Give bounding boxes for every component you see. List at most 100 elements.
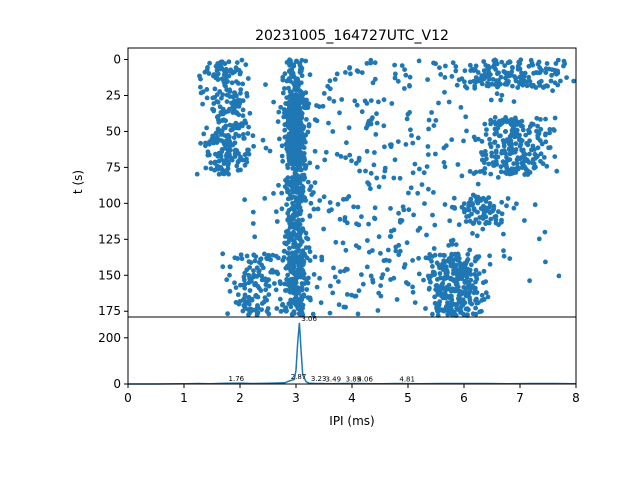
raster-point — [204, 95, 210, 101]
raster-point — [403, 72, 409, 78]
raster-point — [336, 279, 341, 284]
raster-point — [246, 280, 252, 286]
raster-point — [475, 209, 480, 215]
raster-point — [472, 258, 478, 264]
raster-point — [481, 59, 487, 64]
raster-point — [459, 173, 465, 179]
raster-point — [284, 241, 289, 247]
raster-point — [198, 84, 203, 90]
raster-point — [310, 311, 316, 317]
raster-point — [400, 204, 406, 210]
raster-point — [498, 169, 504, 175]
raster-point — [463, 207, 469, 213]
raster-point — [378, 293, 384, 299]
raster-point — [410, 284, 415, 290]
raster-point — [450, 60, 456, 66]
raster-point — [397, 219, 403, 225]
raster-point — [246, 272, 252, 278]
raster-point — [229, 157, 235, 163]
raster-point — [466, 281, 472, 287]
raster-point — [218, 128, 223, 134]
raster-point — [388, 228, 394, 234]
raster-point — [488, 216, 494, 222]
raster-point — [368, 98, 374, 103]
raster-point — [451, 277, 456, 283]
raster-point — [499, 199, 505, 205]
raster-point — [326, 208, 332, 214]
raster-point — [463, 293, 469, 299]
raster-point — [284, 288, 290, 293]
raster-point — [487, 136, 492, 142]
raster-point — [496, 133, 502, 139]
raster-point — [461, 138, 466, 144]
raster-point — [330, 290, 336, 296]
raster-point — [463, 114, 469, 120]
raster-point — [510, 65, 515, 71]
raster-point — [311, 272, 317, 277]
raster-point — [527, 151, 532, 157]
raster-point — [290, 194, 296, 200]
ipi-x-tick-label: 2 — [236, 391, 244, 405]
raster-point — [368, 60, 374, 66]
raster-point — [246, 301, 252, 307]
raster-point — [346, 125, 352, 131]
raster-point — [430, 311, 435, 317]
raster-point — [488, 118, 494, 123]
raster-point — [198, 76, 203, 82]
raster-point — [415, 135, 421, 141]
raster-point — [293, 174, 299, 180]
raster-point — [425, 144, 431, 149]
raster-point — [321, 194, 327, 200]
raster-point — [571, 78, 577, 84]
raster-y-tick-label: 175 — [98, 304, 121, 318]
raster-point — [278, 104, 284, 110]
raster-point — [288, 100, 293, 105]
raster-point — [405, 281, 411, 287]
raster-point — [481, 68, 487, 73]
raster-point — [477, 169, 483, 175]
raster-point — [487, 261, 493, 267]
raster-point — [342, 218, 348, 223]
ipi-x-axis-label: IPI (ms) — [329, 414, 374, 428]
raster-point — [425, 152, 431, 158]
raster-point — [300, 248, 306, 254]
raster-point — [290, 186, 296, 192]
raster-point — [260, 137, 266, 143]
raster-point — [224, 151, 230, 157]
raster-point — [263, 287, 269, 293]
raster-point — [502, 81, 508, 87]
raster-point — [475, 200, 481, 206]
raster-point — [297, 205, 303, 211]
raster-point — [499, 219, 504, 225]
raster-point — [431, 123, 437, 128]
raster-point — [212, 86, 218, 92]
raster-point — [343, 247, 349, 253]
raster-point — [501, 231, 506, 237]
raster-point — [436, 300, 442, 306]
raster-point — [513, 78, 519, 84]
raster-point — [247, 110, 253, 116]
raster-point — [430, 212, 435, 218]
raster-point — [547, 126, 553, 132]
raster-point — [291, 178, 297, 184]
raster-y-tick-label: 75 — [106, 160, 121, 174]
raster-point — [364, 148, 370, 154]
raster-point — [503, 115, 508, 120]
raster-point — [389, 142, 394, 148]
raster-point — [286, 188, 291, 194]
raster-point — [285, 119, 291, 124]
raster-point — [479, 81, 485, 87]
raster-point — [244, 159, 250, 165]
raster-point — [558, 78, 563, 84]
raster-point — [327, 78, 333, 84]
raster-point — [462, 68, 468, 74]
raster-point — [252, 234, 258, 240]
raster-point — [443, 143, 449, 149]
raster-point — [292, 225, 298, 231]
raster-point — [461, 201, 467, 207]
raster-point — [411, 212, 416, 218]
raster-point — [312, 254, 318, 260]
raster-point — [293, 125, 298, 131]
raster-point — [524, 79, 530, 85]
raster-point — [449, 74, 455, 79]
